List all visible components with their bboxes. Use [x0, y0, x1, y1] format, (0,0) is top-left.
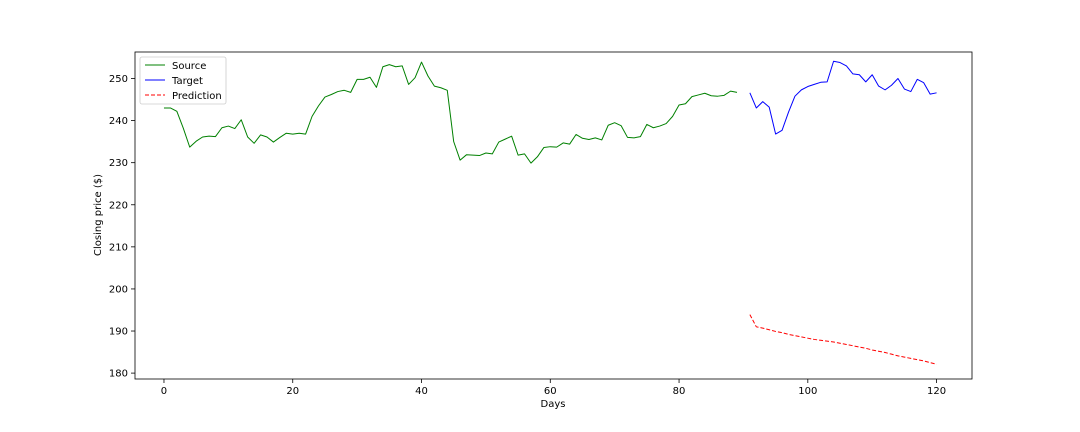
y-tick-label: 210 — [109, 242, 128, 253]
y-tick-label: 190 — [109, 327, 128, 338]
y-tick-label: 250 — [109, 74, 128, 85]
y-tick-label: 200 — [109, 284, 128, 295]
x-tick-label: 60 — [544, 386, 557, 397]
series-line-prediction — [749, 314, 937, 365]
x-tick-label: 20 — [286, 386, 299, 397]
x-tick-label: 40 — [415, 386, 428, 397]
legend: Source Target Prediction — [139, 56, 227, 105]
series-line-source — [163, 61, 738, 164]
series-layer — [163, 60, 937, 365]
x-axis: 0 20 40 60 80 100 120 — [161, 379, 946, 397]
x-tick-label: 80 — [673, 386, 686, 397]
legend-label-prediction: Prediction — [172, 91, 222, 102]
x-tick-label: 120 — [927, 386, 946, 397]
legend-box — [139, 56, 227, 105]
x-tick-label: 100 — [798, 386, 817, 397]
y-tick-label: 230 — [109, 158, 128, 169]
y-tick-label: 180 — [109, 369, 128, 380]
series-line-target — [749, 60, 937, 135]
y-tick-label: 220 — [109, 200, 128, 211]
y-axis: 180 190 200 210 220 230 240 250 — [109, 74, 135, 380]
y-axis-title: Closing price ($) — [93, 174, 104, 256]
legend-label-source: Source — [172, 61, 206, 72]
x-axis-title: Days — [541, 399, 566, 410]
y-tick-label: 240 — [109, 116, 128, 127]
x-tick-label: 0 — [161, 386, 167, 397]
axes-frame — [134, 51, 973, 380]
legend-label-target: Target — [171, 76, 203, 87]
